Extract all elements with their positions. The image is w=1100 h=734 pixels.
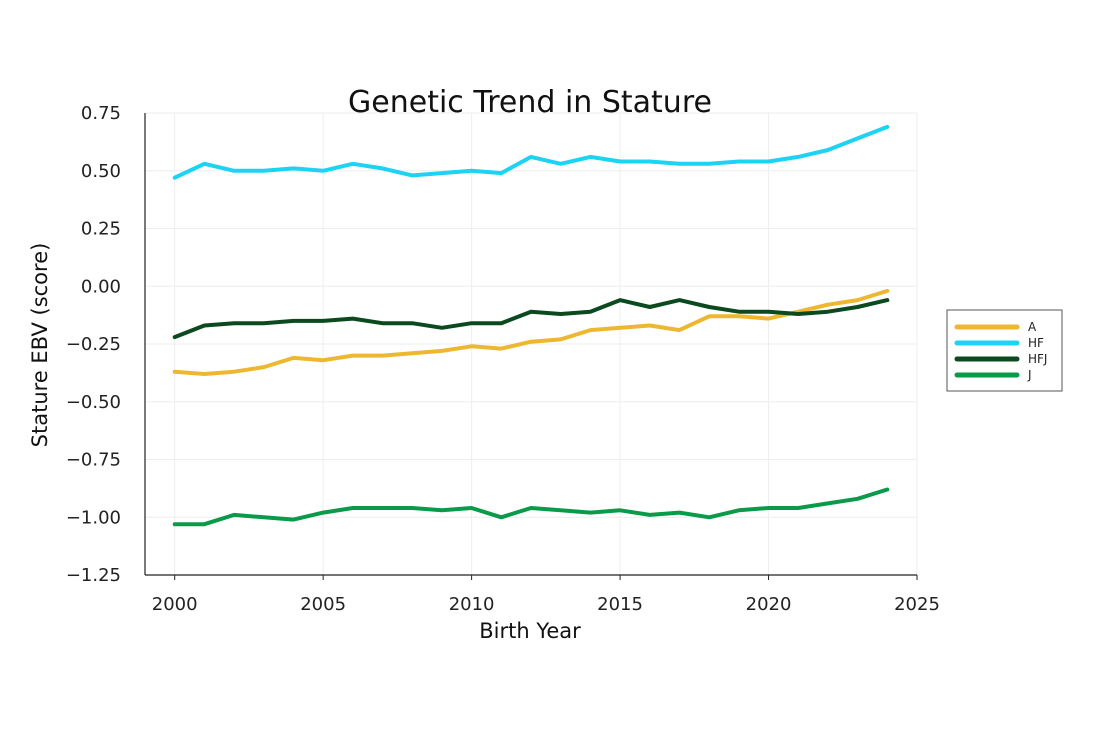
legend-box	[946, 309, 1063, 392]
x-tick-labels: 2000 2005 2010 2015 2020 2025	[152, 594, 940, 615]
y-tick-label: 0.50	[81, 161, 121, 182]
series-lines	[172, 124, 890, 527]
x-tick-label: 2015	[597, 594, 643, 615]
y-tick-label: 0.00	[81, 276, 121, 297]
y-tick-label: −0.75	[66, 450, 121, 471]
x-tick-label: 2010	[449, 594, 495, 615]
legend-label-hf: HF	[1028, 336, 1044, 350]
series-line-j	[172, 487, 890, 527]
legend-label-a: A	[1028, 320, 1037, 334]
series-line-hfj	[172, 298, 890, 340]
x-tick-label: 2000	[152, 594, 198, 615]
legend-label-hfj: HFJ	[1028, 352, 1047, 366]
series-line-a	[172, 288, 890, 376]
grid-lines	[145, 112, 918, 576]
series-line-hf	[172, 124, 890, 180]
y-tick-labels: 0.75 0.50 0.25 0.00 −0.25 −0.50 −0.75 −1.00 −1.2…	[66, 103, 121, 586]
y-tick-label: 0.25	[81, 219, 121, 240]
y-tick-label: −0.50	[66, 392, 121, 413]
chart-title: Genetic Trend in Stature	[348, 85, 712, 120]
y-tick-label: −1.25	[66, 565, 121, 586]
y-tick-label: −1.00	[66, 507, 121, 528]
x-tick-label: 2020	[746, 594, 792, 615]
y-tick-label: −0.25	[66, 334, 121, 355]
y-axis-title: Stature EBV (score)	[28, 243, 52, 448]
legend: A HF HFJ J	[946, 309, 1063, 392]
x-axis-title: Birth Year	[479, 619, 581, 643]
axes	[144, 113, 918, 580]
y-tick-label: 0.75	[81, 103, 121, 124]
x-tick-label: 2005	[300, 594, 346, 615]
x-tick-label: 2025	[894, 594, 940, 615]
legend-label-j: J	[1027, 368, 1032, 382]
